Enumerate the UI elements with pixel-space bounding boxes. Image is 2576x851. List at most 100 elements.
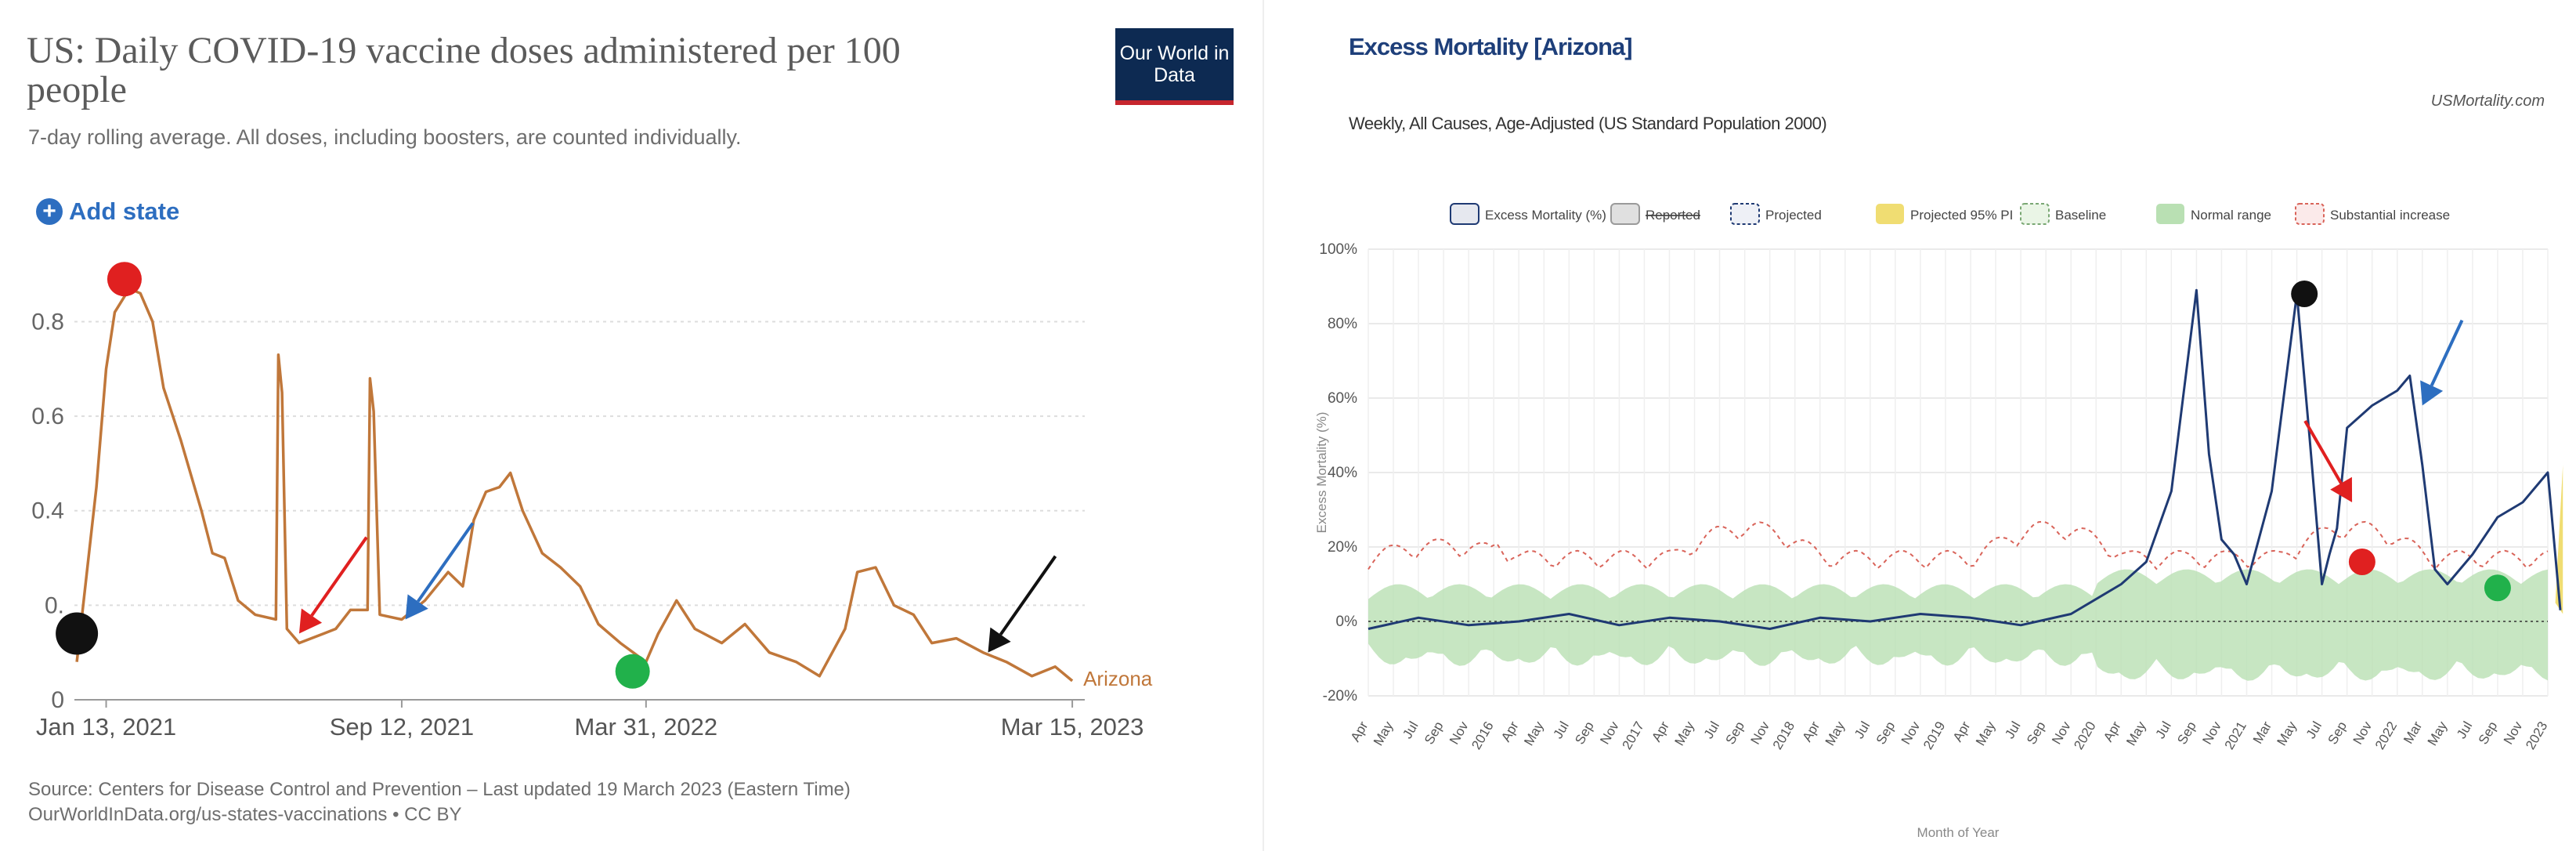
legend-label: Normal range [2191, 208, 2271, 223]
excess-mortality-panel: Excess Mortality [Arizona] Weekly, All C… [1273, 0, 2576, 851]
y-tick-label: 0.4 [31, 498, 64, 524]
y-tick-label: 20% [1328, 539, 1357, 556]
x-tick-label: May [1521, 719, 1547, 748]
owid-logo[interactable]: Our World in Data [1115, 28, 1234, 105]
x-tick-label: Nov [2199, 719, 2224, 747]
x-tick-label: Nov [1899, 719, 1924, 747]
annotation-dot [2291, 281, 2318, 307]
x-tick-label: 2023 [2523, 719, 2550, 752]
vaccine-doses-line-chart: 0 0. 0.4 0.6 0.8 Jan 13, 2021 Sep 12, 2021 Mar … [31, 262, 1153, 741]
legend-swatch [2020, 203, 2050, 225]
add-state-button[interactable]: + Add state [36, 197, 179, 226]
x-tick-label: Jul [1852, 719, 1873, 741]
x-tick-label: Nov [2350, 719, 2375, 747]
legend-label: Substantial increase [2330, 208, 2450, 223]
x-tick-label: Apr [1498, 719, 1522, 744]
legend-swatch [2295, 203, 2325, 225]
x-tick-label: Jul [1701, 719, 1722, 741]
annotation-arrow-shaft [2303, 420, 2343, 484]
y-axis-title: Excess Mortality (%) [1314, 412, 1329, 534]
x-tick-label: Nov [1748, 719, 1773, 747]
y-tick-label: 0 [51, 687, 64, 713]
x-tick-label: Nov [2049, 719, 2074, 747]
x-tick-label: Sep [2024, 719, 2049, 748]
annotation-dot [107, 262, 142, 297]
annotation-arrow-head [988, 627, 1011, 653]
x-tick-label: Sep [1873, 719, 1899, 748]
x-axis-title: Month of Year [1917, 825, 2000, 840]
left-chart-subtitle: 7-day rolling average. All doses, includ… [28, 125, 742, 149]
x-tick-label: 2018 [1770, 719, 1797, 752]
legend-label: Excess Mortality (%) [1485, 208, 1606, 223]
y-tick-label: 100% [1319, 241, 1357, 258]
annotation-dot [56, 612, 99, 655]
panel-divider [1263, 0, 1264, 851]
annotation-arrow-head [2420, 380, 2444, 406]
legend-label: Baseline [2055, 208, 2106, 223]
substantial-increase-line [1367, 520, 2549, 570]
x-tick-label: Mar [2401, 719, 2425, 746]
y-tick-label: 0.8 [31, 309, 64, 335]
x-tick-label: Apr [1950, 719, 1974, 744]
x-tick-label: Jul [2153, 719, 2174, 741]
x-tick-label: Apr [2101, 719, 2124, 744]
annotation-arrow-shaft [2430, 319, 2464, 386]
x-tick-label: 2017 [1620, 719, 1647, 752]
legend-swatch [1450, 203, 1479, 225]
x-tick-label: Jul [1550, 719, 1571, 741]
site-credit: USMortality.com [2430, 92, 2545, 110]
legend-label: Projected 95% PI [1910, 208, 2013, 223]
x-tick-label: Mar 15, 2023 [1001, 713, 1144, 741]
add-state-label: Add state [69, 197, 180, 225]
chart-source: Source: Centers for Disease Control and … [28, 777, 851, 827]
x-tick-label: Apr [1348, 719, 1371, 744]
x-tick-label: May [1371, 719, 1396, 748]
x-tick-label: 2021 [2222, 719, 2249, 752]
x-tick-label: 2019 [1920, 719, 1948, 752]
legend-label: Projected [1765, 208, 1822, 223]
x-tick-label: May [1973, 719, 1999, 748]
x-tick-label: Jul [2303, 719, 2325, 741]
series-line-excess-mortality [1367, 288, 2562, 630]
x-tick-label: May [2274, 719, 2300, 748]
annotation-dot [2484, 574, 2511, 602]
y-tick-label: 0.6 [31, 404, 64, 429]
x-tick-label: Apr [1649, 719, 1672, 744]
legend-label: Reported [1646, 208, 1700, 223]
annotation-arrow-head [2330, 476, 2353, 502]
excess-mortality-line-chart: Excess Mortality (%) Reported Projected Pro… [1314, 203, 2563, 840]
annotation-dot [615, 654, 650, 689]
legend-swatch [1610, 203, 1640, 225]
x-tick-label: Nov [2501, 719, 2526, 747]
right-chart-title: Excess Mortality [Arizona] [1349, 33, 1633, 60]
annotation-arrow-shaft [999, 555, 1057, 636]
x-tick-label: Sep [1572, 719, 1597, 748]
x-tick-label: Mar [2250, 719, 2274, 746]
y-tick-label: -20% [1323, 688, 1357, 704]
x-tick-label: 2022 [2372, 719, 2400, 752]
y-tick-label: 0% [1336, 614, 1358, 630]
owid-chart-panel: US: Daily COVID-19 vaccine doses adminis… [0, 0, 1261, 851]
right-chart-subtitle: Weekly, All Causes, Age-Adjusted (US Sta… [1349, 114, 1827, 133]
annotation-arrow-head [405, 594, 428, 620]
normal-range-band [1368, 569, 2548, 681]
owid-logo-text: Our World in Data [1119, 42, 1230, 86]
annotation-dot [2348, 549, 2375, 575]
x-tick-label: Apr [1800, 719, 1823, 744]
annotation-arrow-shaft [310, 536, 368, 617]
legend-swatch [1876, 204, 1904, 224]
x-tick-label: Sep [1422, 719, 1447, 748]
x-tick-label: Mar 31, 2022 [574, 713, 717, 741]
x-tick-label: Nov [1447, 719, 1472, 747]
x-tick-label: May [2123, 719, 2149, 748]
x-tick-label: May [1823, 719, 1848, 748]
x-tick-label: May [2425, 719, 2451, 748]
legend-swatch [2156, 204, 2184, 224]
x-tick-label: 2020 [2071, 719, 2098, 752]
source-line-2[interactable]: OurWorldInData.org/us-states-vaccination… [28, 804, 462, 825]
plus-circle-icon: + [36, 198, 63, 225]
y-tick-label: 0. [45, 592, 64, 618]
series-line-arizona [75, 287, 1074, 683]
x-tick-label: May [1672, 719, 1698, 748]
series-label-arizona: Arizona [1083, 667, 1153, 690]
